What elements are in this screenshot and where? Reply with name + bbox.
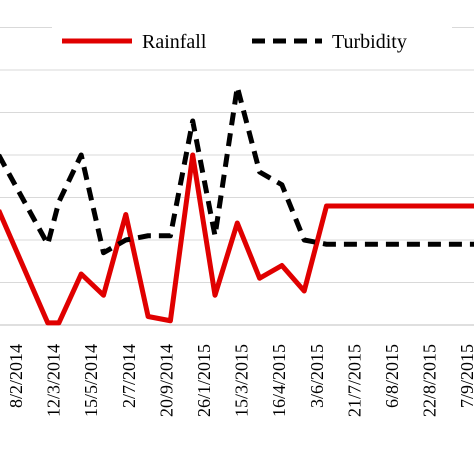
series-lines [0,84,474,326]
legend: Rainfall Turbidity [52,22,452,60]
legend-label-turbidity: Turbidity [332,31,407,53]
legend-label-rainfall: Rainfall [142,31,207,53]
x-tick-label: 15/3/2015 [232,344,252,417]
x-tick-label: 6/8/2015 [382,344,402,408]
x-axis-tick-labels: 8/2/2014 12/3/2014 15/5/2014 2/7/2014 20/9/2… [6,344,474,417]
x-tick-label: 3/6/2015 [307,344,327,408]
x-tick-label: 8/2/2014 [6,344,26,408]
x-tick-label: 20/9/2014 [156,344,176,417]
x-tick-label: 21/7/2015 [344,344,364,417]
x-tick-label: 26/1/2015 [194,344,214,417]
x-tick-label: 22/8/2015 [420,344,440,417]
x-tick-label: 2/7/2014 [119,344,139,408]
x-tick-label: 12/3/2014 [44,344,64,417]
x-tick-label: 15/5/2014 [81,344,101,417]
series-line-rainfall [0,152,474,326]
x-tick-label: 16/4/2015 [269,344,289,417]
x-tick-label: 7/9/2015 [457,344,474,408]
